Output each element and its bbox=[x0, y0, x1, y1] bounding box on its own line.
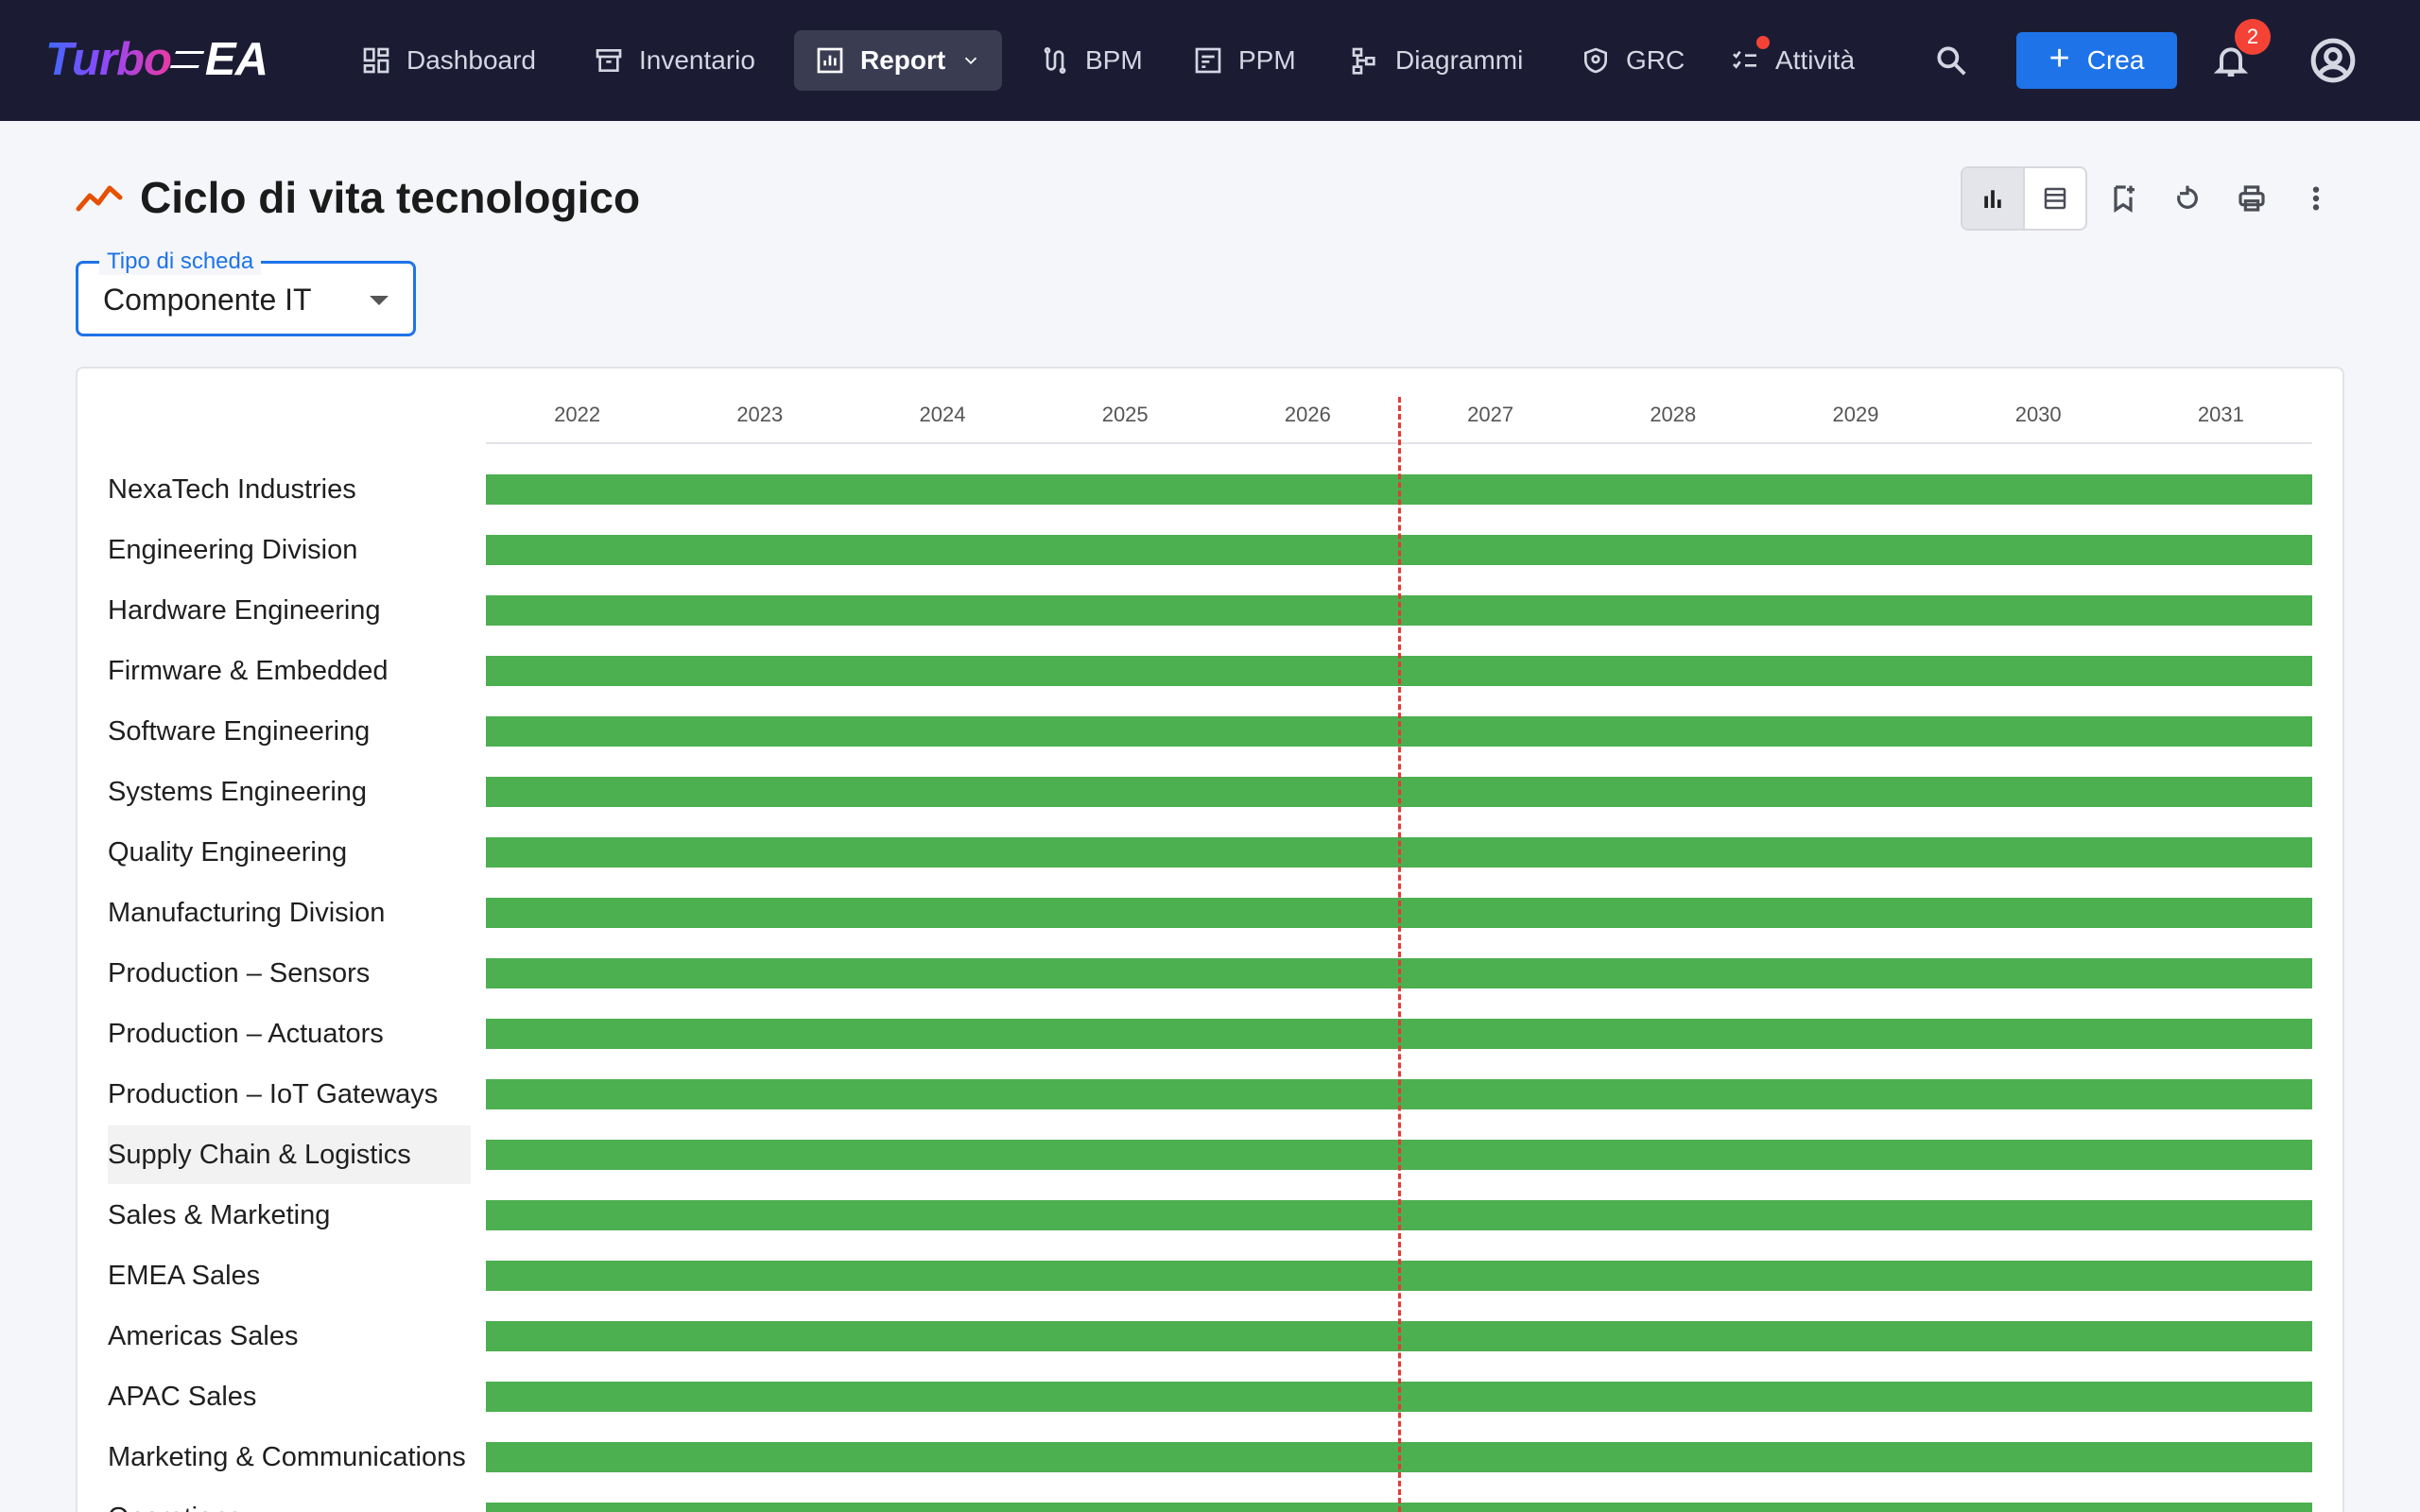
row-label[interactable]: Sales & Marketing bbox=[108, 1199, 331, 1230]
dropdown-arrow-icon bbox=[370, 296, 389, 305]
notifications-badge: 2 bbox=[2235, 19, 2271, 55]
table-icon bbox=[2044, 187, 2066, 210]
notifications-button[interactable] bbox=[2206, 36, 2256, 85]
create-button[interactable]: + Crea bbox=[2016, 32, 2177, 89]
account-circle-icon bbox=[2310, 38, 2356, 83]
print-icon bbox=[2238, 185, 2265, 212]
logo-text-ea: EA bbox=[204, 34, 268, 85]
diagram-icon bbox=[1352, 47, 1375, 75]
bpm-icon bbox=[1044, 47, 1066, 74]
app-logo[interactable]: Turbo EA bbox=[45, 28, 268, 91]
nav-ppm[interactable]: PPM bbox=[1193, 30, 1319, 91]
row-label[interactable]: Systems Engineering bbox=[108, 776, 368, 807]
card-type-value: Componente IT bbox=[103, 283, 312, 317]
year-tick-label: 2031 bbox=[2197, 403, 2244, 426]
nav-label: Inventario bbox=[639, 45, 755, 75]
row-label[interactable]: Production – Sensors bbox=[108, 957, 371, 988]
nav-label: Dashboard bbox=[406, 45, 536, 75]
card-type-select[interactable]: Tipo di scheda Componente IT bbox=[76, 249, 416, 336]
row-label[interactable]: Manufacturing Division bbox=[108, 897, 386, 928]
row-label[interactable]: Operations bbox=[108, 1488, 471, 1512]
row-label[interactable]: Hardware Engineering bbox=[108, 594, 381, 626]
more-vert-icon bbox=[2312, 186, 2320, 211]
nav-bpm[interactable]: BPM bbox=[1040, 30, 1166, 91]
save-bookmark-button[interactable] bbox=[2104, 180, 2142, 217]
plus-icon: + bbox=[2048, 39, 2070, 78]
nav-inventario[interactable]: Inventario bbox=[594, 30, 778, 91]
today-marker-line bbox=[1398, 397, 1401, 1512]
nav-label: Report bbox=[860, 45, 946, 75]
bookmark-add-icon bbox=[2114, 185, 2135, 213]
ppm-icon bbox=[1195, 47, 1221, 74]
row-label[interactable]: Quality Engineering bbox=[108, 836, 348, 868]
nav-label: Diagrammi bbox=[1395, 45, 1524, 75]
nav-report[interactable]: Report bbox=[794, 30, 1003, 91]
nav-attivita[interactable]: Attività bbox=[1730, 30, 1877, 91]
nav-label: GRC bbox=[1626, 45, 1685, 75]
row-label[interactable]: APAC Sales bbox=[108, 1381, 257, 1412]
nav-dashboard[interactable]: Dashboard bbox=[361, 30, 559, 91]
year-tick-label: 2025 bbox=[1101, 403, 1149, 426]
print-button[interactable] bbox=[2233, 180, 2271, 217]
search-button[interactable] bbox=[1928, 38, 1974, 83]
top-navigation-bar: Turbo EA Dashboard Inventario Report BPM… bbox=[0, 0, 2420, 121]
view-toggle-group bbox=[1961, 166, 2087, 231]
row-label[interactable]: Marketing & Communications bbox=[108, 1441, 466, 1472]
attivita-notification-dot bbox=[1756, 36, 1770, 49]
chart-view-button[interactable] bbox=[1962, 168, 2025, 229]
user-account-button[interactable] bbox=[2307, 34, 2360, 87]
card-type-label: Tipo di scheda bbox=[99, 249, 262, 275]
page-title: Ciclo di vita tecnologico bbox=[140, 173, 641, 222]
nav-diagrammi[interactable]: Diagrammi bbox=[1350, 30, 1546, 91]
row-label[interactable]: Production – Actuators bbox=[108, 1018, 384, 1049]
reset-button[interactable] bbox=[2169, 180, 2206, 217]
row-label[interactable]: Engineering Division bbox=[108, 534, 358, 565]
dashboard-icon bbox=[363, 47, 389, 74]
nav-label: Attività bbox=[1775, 45, 1856, 75]
bar-chart-icon bbox=[1984, 190, 2001, 208]
trending-up-icon bbox=[76, 185, 123, 212]
archive-icon bbox=[596, 49, 622, 72]
bell-icon bbox=[2213, 47, 2249, 77]
year-tick-label: 2023 bbox=[736, 403, 784, 426]
report-icon bbox=[817, 47, 843, 74]
logo-text-turbo: Turbo bbox=[45, 34, 172, 85]
year-tick-label: 2029 bbox=[1832, 403, 1879, 426]
row-label[interactable]: Supply Chain & Logistics bbox=[108, 1125, 471, 1184]
more-options-button[interactable] bbox=[2297, 180, 2335, 217]
nav-grc[interactable]: GRC bbox=[1581, 30, 1707, 91]
reset-icon bbox=[2177, 185, 2198, 209]
year-tick-label: 2026 bbox=[1284, 403, 1331, 426]
table-view-button[interactable] bbox=[2025, 168, 2085, 229]
shield-icon bbox=[1584, 47, 1607, 74]
row-label[interactable]: Software Engineering bbox=[108, 715, 371, 747]
logo-speed-lines bbox=[169, 51, 205, 68]
year-tick-label: 2027 bbox=[1467, 403, 1514, 426]
nav-label: PPM bbox=[1238, 45, 1296, 75]
year-tick-label: 2024 bbox=[919, 403, 966, 426]
year-tick-label: 2028 bbox=[1650, 403, 1697, 426]
row-label[interactable]: Firmware & Embedded bbox=[108, 655, 389, 686]
row-label[interactable]: Americas Sales bbox=[108, 1320, 299, 1351]
year-tick-label: 2022 bbox=[554, 403, 601, 426]
nav-label: BPM bbox=[1085, 45, 1143, 75]
create-label: Crea bbox=[2086, 45, 2145, 75]
year-tick-label: 2030 bbox=[2014, 403, 2062, 426]
row-label[interactable]: NexaTech Industries bbox=[108, 473, 356, 505]
chevron-down-icon bbox=[965, 57, 977, 65]
row-label[interactable]: Production – IoT Gateways bbox=[108, 1078, 439, 1109]
row-label[interactable]: EMEA Sales bbox=[108, 1260, 261, 1291]
search-icon bbox=[1937, 46, 1966, 76]
page-header: Ciclo di vita tecnologico bbox=[76, 166, 640, 229]
tasks-icon bbox=[1733, 50, 1756, 69]
